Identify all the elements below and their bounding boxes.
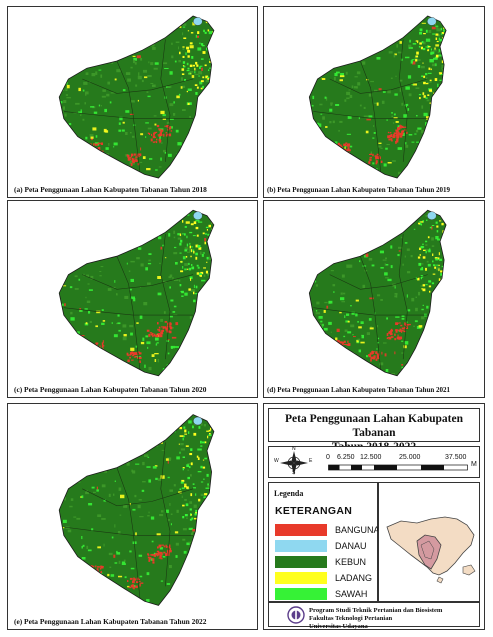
- institution-line3: Universitas Udayana: [309, 623, 368, 630]
- map-caption-2020: (c) Peta Penggunaan Lahan Kabupaten Taba…: [14, 385, 207, 394]
- map-panel-2019: (b) Peta Penggunaan Lahan Kabupaten Taba…: [263, 6, 485, 198]
- bali-inset-map: [386, 516, 476, 584]
- map-title-line1: Peta Penggunaan Lahan Kabupaten Tabanan: [285, 413, 463, 439]
- legend-label: SAWAH: [335, 589, 368, 599]
- legend-label: KEBUN: [335, 557, 367, 567]
- legend-item-ladang: LADANG: [275, 571, 372, 585]
- legend-item-kebun: KEBUN: [275, 555, 366, 569]
- legend-swatch: [275, 572, 327, 584]
- scale-tick-3: 25.000: [399, 454, 421, 461]
- scale-tick-0: 0: [326, 454, 330, 461]
- legend-subheading: KETERANGAN: [275, 505, 353, 517]
- map-title-box: Peta Penggunaan Lahan Kabupaten Tabanan …: [268, 408, 480, 453]
- legend-item-bangunan: BANGUNAN: [275, 523, 386, 537]
- land-use-map-2022: [58, 414, 215, 606]
- scale-tick-2: 12.500: [360, 454, 382, 461]
- legend-item-sawah: SAWAH: [275, 587, 367, 601]
- institution-box: Program Studi Teknik Pertanian dan Biosi…: [268, 602, 480, 630]
- land-use-map-2021: [308, 209, 447, 377]
- scale-bar: [328, 464, 468, 471]
- compass-s: S: [292, 470, 296, 476]
- university-logo-icon: [287, 606, 305, 624]
- legend-label: DANAU: [335, 541, 367, 551]
- map-panel-2020: (c) Peta Penggunaan Lahan Kabupaten Taba…: [7, 200, 258, 398]
- land-use-map-2018: [58, 15, 215, 179]
- map-caption-2018: (a) Peta Penggunaan Lahan Kabupaten Taba…: [14, 185, 207, 194]
- scalebar-box: N S W E 0 6.250 12.500 25.000 37.500 M: [268, 446, 480, 478]
- legend-box: Legenda KETERANGAN BANGUNAN DANAU KEBUN …: [268, 482, 386, 602]
- legend-swatch: [275, 556, 327, 568]
- inset-map-box: [378, 482, 480, 602]
- compass-rose-icon: [280, 451, 308, 475]
- map-panel-2018: (a) Peta Penggunaan Lahan Kabupaten Taba…: [7, 6, 258, 198]
- map-layout-frame: Peta Penggunaan Lahan Kabupaten Tabanan …: [263, 403, 485, 630]
- map-panel-2021: (d) Peta Penggunaan Lahan Kabupaten Taba…: [263, 200, 485, 398]
- map-caption-2019: (b) Peta Penggunaan Lahan Kabupaten Taba…: [267, 186, 451, 194]
- institution-text: Program Studi Teknik Pertanian dan Biosi…: [309, 607, 442, 631]
- legend-swatch: [275, 524, 327, 536]
- compass-w: W: [274, 458, 279, 464]
- legend-swatch: [275, 540, 327, 552]
- map-caption-2022: (e) Peta Penggunaan Lahan Kabupaten Taba…: [14, 617, 207, 626]
- compass-n: N: [292, 446, 296, 452]
- institution-line2: Fakultas Teknologi Pertanian: [309, 615, 393, 622]
- land-use-map-2020: [58, 209, 215, 377]
- legend-swatch: [275, 588, 327, 600]
- institution-line1: Program Studi Teknik Pertanian dan Biosi…: [309, 607, 443, 614]
- map-caption-2021: (d) Peta Penggunaan Lahan Kabupaten Taba…: [267, 386, 451, 394]
- legend-item-danau: DANAU: [275, 539, 367, 553]
- legend-label: BANGUNAN: [335, 525, 387, 535]
- map-panel-2022: (e) Peta Penggunaan Lahan Kabupaten Taba…: [7, 403, 258, 630]
- scale-tick-4: 37.500: [445, 454, 467, 461]
- land-use-map-2019: [308, 15, 447, 179]
- legend-label: LADANG: [335, 573, 373, 583]
- scale-unit: M: [471, 461, 477, 468]
- scale-tick-1: 6.250: [337, 454, 355, 461]
- legend-heading: Legenda: [274, 489, 304, 498]
- compass-e: E: [309, 458, 313, 464]
